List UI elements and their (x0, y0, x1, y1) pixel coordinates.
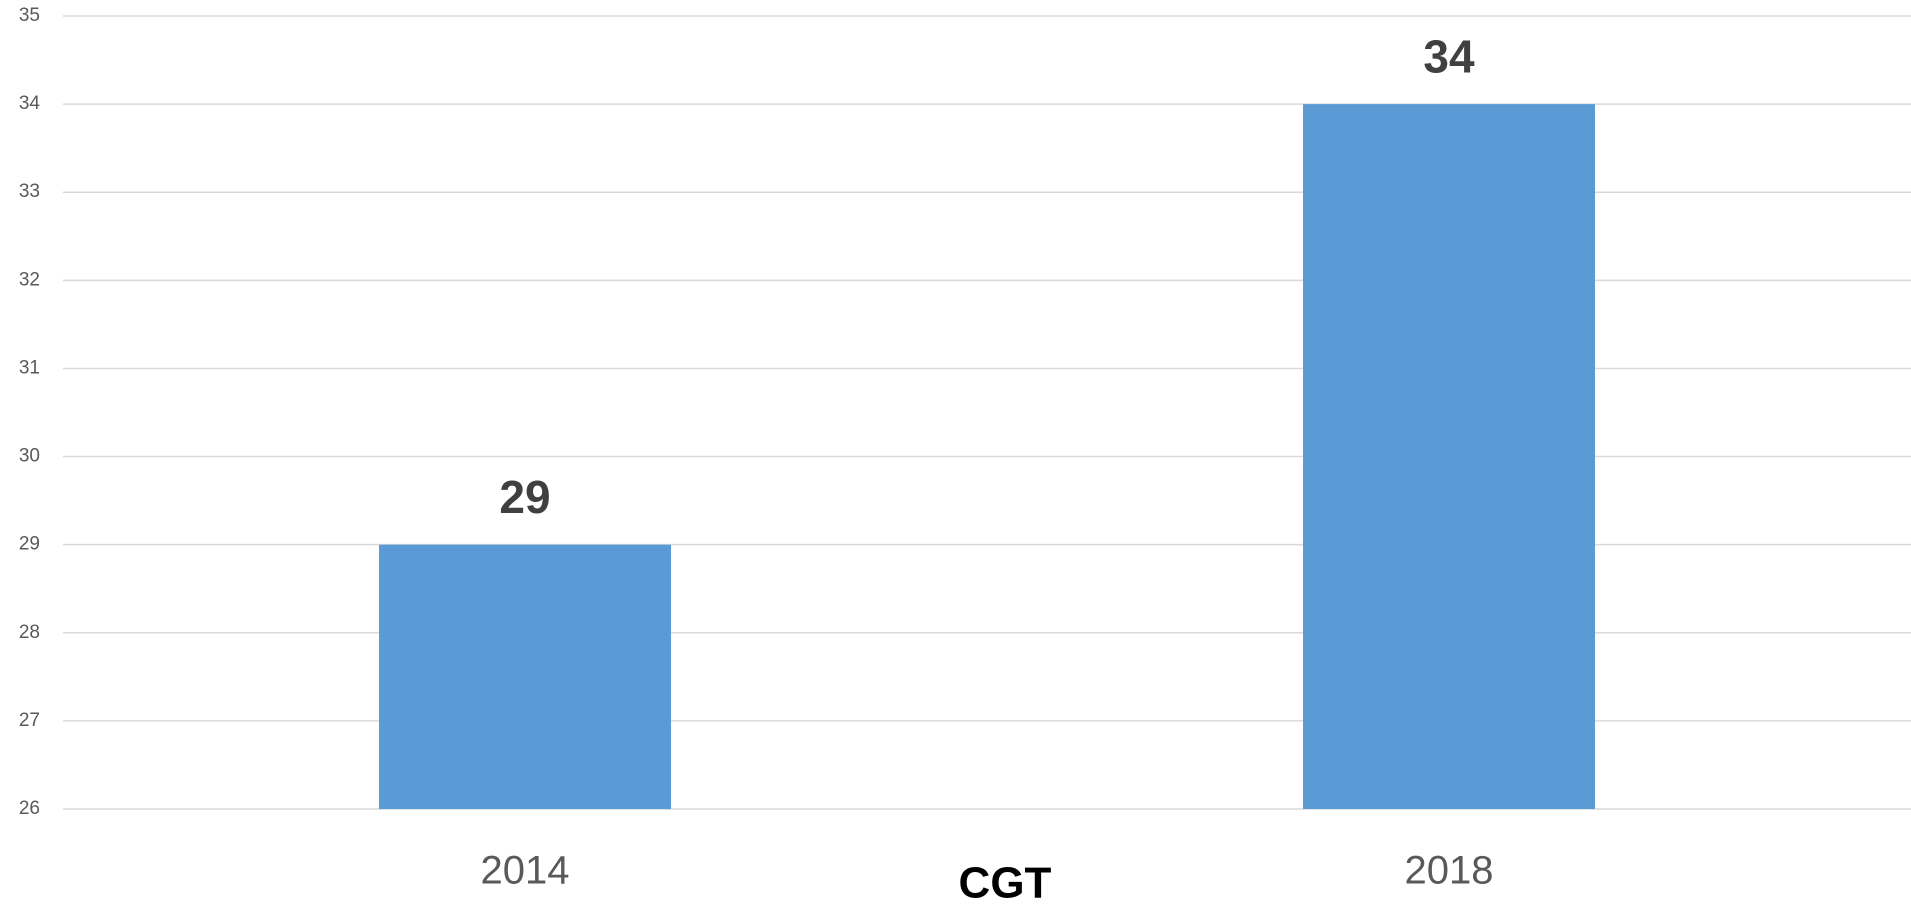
x-tick-label: 2014 (481, 849, 570, 893)
chart-title: CGT (959, 859, 1052, 908)
value-label: 29 (499, 471, 550, 523)
y-tick-label: 33 (19, 181, 40, 202)
bar (1303, 104, 1595, 810)
y-tick-label: 34 (19, 93, 41, 114)
bar (379, 544, 671, 809)
value-label: 34 (1423, 30, 1475, 82)
y-tick-label: 32 (19, 269, 40, 290)
y-tick-label: 26 (19, 798, 40, 819)
y-tick-label: 27 (19, 710, 40, 731)
x-tick-label: 2018 (1405, 849, 1494, 893)
y-tick-label: 35 (19, 5, 40, 26)
y-tick-label: 30 (19, 446, 40, 467)
y-tick-label: 31 (19, 357, 40, 378)
y-tick-label: 28 (19, 622, 40, 643)
y-tick-label: 29 (19, 534, 40, 555)
